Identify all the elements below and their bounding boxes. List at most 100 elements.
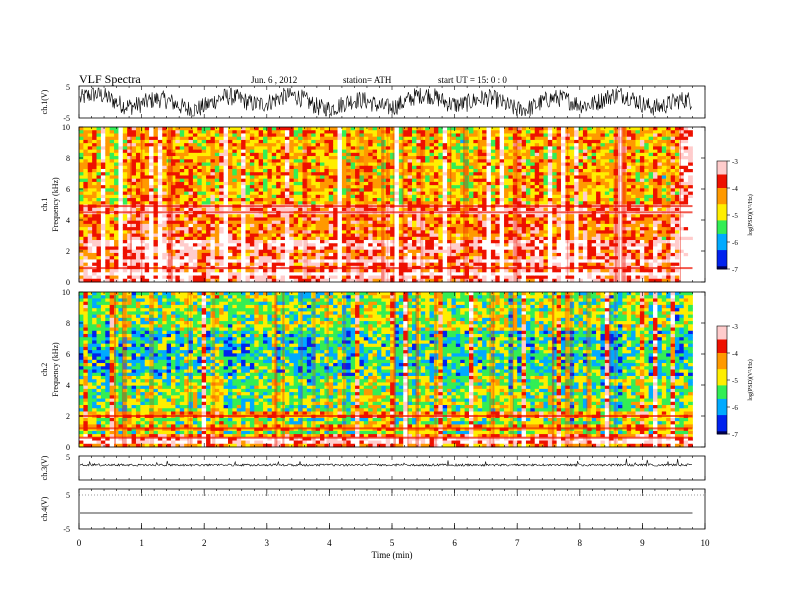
ch1-spectrogram-cell [232, 175, 238, 180]
ch1-spectrogram-cell [333, 172, 338, 176]
ch1-spectrogram-cell [407, 194, 413, 199]
ch1-spectrogram-cell [315, 194, 321, 199]
ch1-spectrogram-cell [447, 275, 452, 280]
ch1-spectrogram-cell [333, 230, 338, 234]
ch1-spectrogram-cell [473, 252, 479, 257]
ch1-spectrogram-cell [442, 168, 448, 173]
ch1-spectrogram-cell [249, 185, 255, 189]
ch1-spectrogram-cell [433, 227, 439, 231]
ch1-spectrogram-cell [363, 139, 369, 144]
ch1-spectrogram-cell [153, 252, 159, 257]
ch1-spectrogram-cell [390, 233, 395, 238]
ch1-spectrogram-cell [315, 198, 321, 202]
ch1-spectrogram-cell [341, 249, 347, 254]
ch1-spectrogram-cell [355, 198, 360, 202]
ch1-spectrogram-cell [214, 207, 220, 212]
ch1-spectrogram-cell [87, 262, 93, 267]
ch1-spectrogram-cell [337, 230, 343, 234]
ch1-spectrogram-cell [433, 243, 439, 247]
ch1-spectrogram-cell [236, 159, 242, 163]
ch1-spectrogram-cell [473, 243, 479, 247]
ch1-spectrogram-cell [241, 223, 246, 228]
ch1-spectrogram-cell [157, 198, 163, 202]
ch1-spectrogram-cell [324, 162, 330, 167]
ch1-spectrogram-cell [293, 220, 299, 225]
ch1-spectrogram-cell [490, 194, 496, 199]
ch1-spectrogram-cell [219, 149, 224, 154]
ch1-spectrogram-cell [179, 230, 185, 234]
ch1-spectrogram-cell [188, 159, 194, 163]
ch1-spectrogram-cell [96, 188, 102, 192]
ch1-spectrogram-cell [258, 188, 264, 192]
ch1-spectrogram-cell [495, 278, 501, 283]
ch1-spectrogram-cell [267, 240, 273, 244]
ch1-spectrogram-cell [495, 252, 501, 257]
ch1-spectrogram-cell [289, 201, 295, 205]
ch1-spectrogram-cell [320, 133, 325, 138]
ch1-spectrogram-cell [407, 220, 413, 225]
ch1-spectrogram-cell [333, 133, 338, 138]
ch1-spectrogram-cell [346, 262, 352, 267]
ch1-spectrogram-cell [306, 246, 312, 251]
ch1-spectrogram-cell [420, 139, 426, 144]
ch1-spectrogram-cell [433, 223, 439, 228]
ch1-spectrogram-cell [184, 156, 189, 160]
ch1-spectrogram-cell [350, 243, 356, 247]
ch1-spectrogram-cell [517, 233, 522, 238]
ch1-spectrogram-cell [363, 272, 369, 276]
ch1-spectrogram-cell [328, 278, 334, 283]
ch1-spectrogram-cell [320, 243, 325, 247]
ch1-spectrogram-cell [188, 198, 194, 202]
ch1-spectrogram-cell [127, 214, 132, 218]
ch1-spectrogram-cell [227, 243, 233, 247]
ch1-spectrogram-cell [490, 249, 496, 254]
ch1-spectrogram-cell [376, 168, 382, 173]
ch1-spectrogram-cell [122, 143, 128, 147]
ch1-spectrogram-cell [311, 162, 317, 167]
ch1-spectrogram-cell [276, 230, 281, 234]
ch1-spectrogram-cell [394, 246, 400, 251]
ch1-spectrogram-cell [100, 220, 106, 225]
ch1-spectrogram-cell [122, 278, 128, 283]
ch1-spectrogram-cell [328, 259, 334, 264]
ch1-spectrogram-cell [284, 220, 290, 225]
ch1-spectrogram-cell [306, 162, 312, 167]
ch1-spectrogram-cell [293, 185, 299, 189]
ch1-spectrogram-cell [254, 223, 260, 228]
ch1-spectrogram-cell [464, 252, 470, 257]
ch1-spectrogram-cell [504, 207, 509, 212]
ch1-spectrogram-cell [486, 172, 492, 176]
ch1-spectrogram-cell [311, 275, 317, 280]
ch1-spectrogram-cell [284, 178, 290, 183]
ch1-spectrogram-cell [320, 256, 325, 260]
ch1-spectrogram-cell [258, 252, 264, 257]
ch1-spectrogram-cell [232, 240, 238, 244]
ch1-spectrogram-cell [241, 275, 246, 280]
ch1-spectrogram-cell [263, 181, 268, 186]
ch1-spectrogram-cell [79, 198, 84, 202]
ch1-spectrogram-cell [144, 252, 150, 257]
ch1-spectrogram-cell [390, 269, 395, 273]
ch1-spectrogram-cell [508, 178, 514, 183]
ch1-spectrogram-cell [504, 130, 509, 134]
ch1-spectrogram-cell [376, 172, 382, 176]
ch1-spectrogram-cell [131, 152, 137, 157]
ch1-spectrogram-cell [263, 156, 268, 160]
ch1-spectrogram-cell [355, 168, 360, 173]
ch1-spectrogram-cell [171, 156, 176, 160]
ch1-spectrogram-cell [302, 191, 308, 196]
ch1-spectrogram-cell [328, 256, 334, 260]
ch1-spectrogram-cell [390, 146, 395, 151]
ch1-spectrogram-cell [412, 136, 417, 141]
ch1-spectrogram-cell [394, 262, 400, 267]
ch1-spectrogram-cell [306, 243, 312, 247]
ch1-spectrogram-cell [368, 275, 373, 280]
ch1-spectrogram-cell [473, 152, 479, 157]
ch1-spectrogram-cell [162, 236, 168, 241]
ch1-spectrogram-cell [508, 194, 514, 199]
ch1-spectrogram-cell [157, 191, 163, 196]
ch1-spectrogram-cell [512, 175, 518, 180]
ch1-spectrogram-cell [363, 165, 369, 170]
ch1-spectrogram-cell [192, 133, 198, 138]
ch1-spectrogram-cell [482, 233, 487, 238]
